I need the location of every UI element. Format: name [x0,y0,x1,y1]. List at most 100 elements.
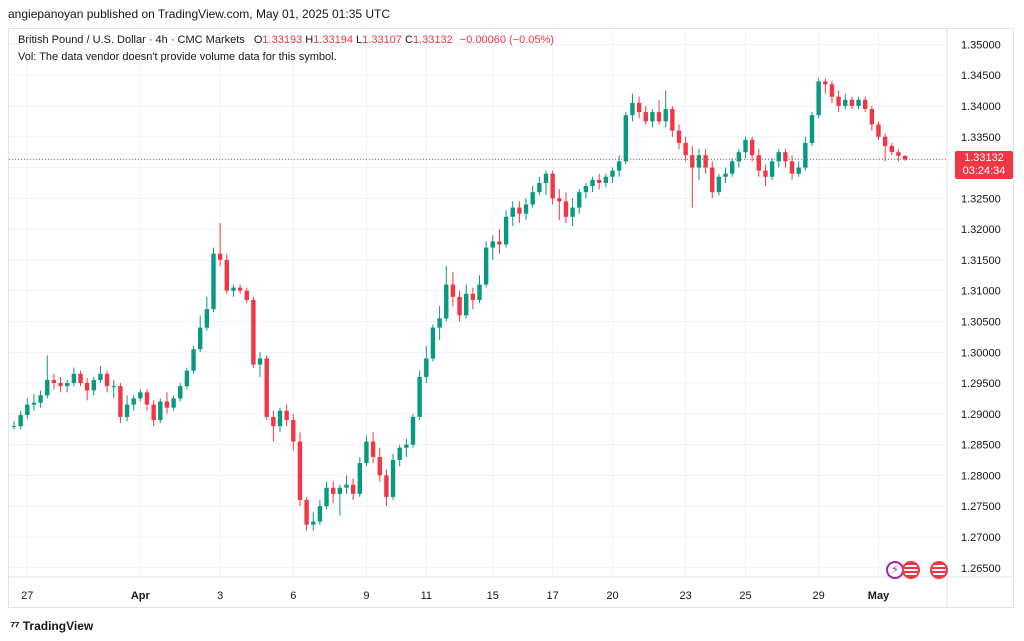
candle-body [184,370,190,387]
candle-body [131,398,136,405]
candle-body [503,216,509,245]
candle-body [45,379,50,396]
candle-body [357,463,362,494]
candle [364,435,369,467]
candle-body [656,112,662,122]
candle-body [251,299,256,365]
candle [603,173,609,188]
candle [284,404,289,427]
candle [397,444,402,467]
candle-body [683,142,688,156]
candle [204,296,210,331]
candle-body [836,96,841,106]
candle [583,182,589,199]
candle [849,96,855,110]
candle-body [244,290,249,300]
candle [217,222,223,267]
candle [164,392,170,414]
candle [291,413,296,451]
candle-body [390,460,396,497]
published-text: angiepanoyan published on TradingView.co… [8,7,391,21]
candle-body [51,379,57,384]
tradingview-brand[interactable]: ⁷⁷ TradingView [10,618,93,633]
candle-body [889,145,894,153]
candle [523,198,529,220]
candle-body [490,241,495,248]
candle-body [198,327,203,350]
candle-body [756,155,761,171]
candlestick-chart[interactable]: 1.350001.345001.340001.335001.330001.325… [9,29,1014,608]
candle-body [610,170,615,177]
candle-body [563,201,569,217]
candle [623,112,628,165]
candle-body [457,296,462,316]
candle-body [869,109,875,125]
chart-area[interactable]: 1.350001.345001.340001.335001.330001.325… [8,28,1014,608]
us-flag-event-icon[interactable] [902,561,920,579]
symbol-legend[interactable]: British Pound / U.S. Dollar · 4h · CMC M… [18,34,554,46]
x-tick-label: 3 [217,590,223,602]
candle [829,81,835,103]
price-axis[interactable]: 1.350001.345001.340001.335001.330001.325… [946,29,1001,608]
candle [98,365,103,384]
candle-body [11,426,17,428]
candle [18,410,23,430]
candle-body [224,259,229,291]
candle [736,149,742,168]
candle [444,266,449,322]
us-flag-event-icon-2[interactable] [930,561,948,579]
candle-body [450,284,456,297]
candle [636,96,642,119]
candle [71,367,77,387]
candle-body [497,241,502,245]
candle [723,167,728,183]
candle [337,484,343,516]
candle [277,407,283,433]
time-axis[interactable]: 27 Apr 3 6 9 11 15 17 20 23 25 29 May [9,576,1014,602]
candle-body [530,192,535,205]
candle [843,93,848,110]
candle-body [590,179,595,187]
candle [683,136,688,162]
y-tick-label: 1.28500 [961,440,1001,452]
candle-body [191,349,196,371]
candle [84,378,90,401]
candle-body [377,456,382,476]
candle-body [104,373,110,387]
candle [796,161,801,177]
candle [171,395,176,411]
y-tick-label: 1.31500 [961,255,1001,267]
x-tick-label: Apr [131,590,151,602]
y-tick-label: 1.31000 [961,286,1001,298]
candle [191,346,196,374]
candle [517,201,522,223]
candle-body [264,358,269,417]
candle-body [517,207,522,214]
candle [477,275,482,303]
candle-body [344,484,349,488]
candle-body [537,182,542,193]
candle-body [58,383,63,387]
y-tick-label: 1.32000 [961,224,1001,236]
candle [271,410,276,442]
candle [324,481,329,510]
candles [11,78,908,531]
candle-body [410,416,416,445]
candle [344,475,349,494]
candle [577,189,582,214]
candle-body [324,487,329,507]
candle-body [783,152,788,162]
candle-body [523,204,529,214]
candle-body [676,130,682,143]
candle-body [364,441,369,464]
candle [550,170,555,205]
candle-body [902,155,908,160]
candle [91,376,96,396]
low-value: 1.33107 [362,34,402,46]
candle-body [557,198,562,202]
candle [809,112,815,146]
candle [570,198,575,227]
candle-body [111,386,116,388]
candle [297,432,303,507]
x-tick-label: May [868,590,890,602]
